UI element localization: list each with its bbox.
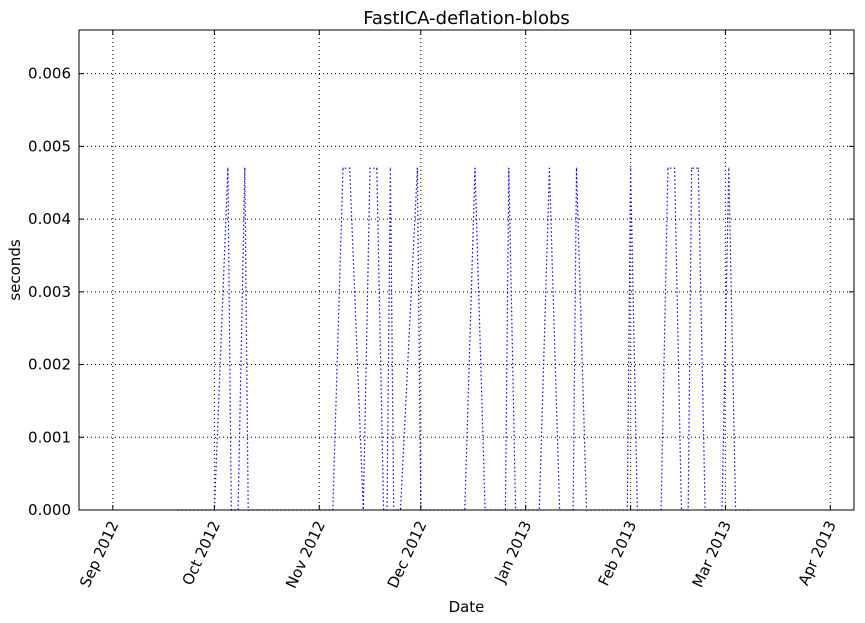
data-point bbox=[697, 167, 699, 169]
data-point bbox=[369, 167, 371, 169]
grid-lines bbox=[79, 30, 854, 510]
data-point bbox=[674, 167, 676, 169]
y-axis: 0.000 0.001 0.002 0.003 0.004 0.005 0.006 bbox=[28, 65, 854, 519]
data-point bbox=[548, 167, 551, 169]
x-axis-label: Date bbox=[449, 598, 485, 616]
chart-title: FastICA-deflation-blobs bbox=[363, 8, 570, 29]
y-tick-label: 0.006 bbox=[28, 65, 71, 83]
y-tick-label: 0.002 bbox=[28, 356, 71, 374]
y-tick-label: 0.000 bbox=[28, 501, 71, 519]
data-point bbox=[728, 167, 730, 169]
data-point bbox=[389, 167, 391, 169]
data-point bbox=[691, 167, 693, 169]
y-tick-label: 0.003 bbox=[28, 283, 71, 301]
data-point bbox=[342, 167, 344, 169]
data-point bbox=[416, 167, 418, 169]
y-axis-label: seconds bbox=[6, 239, 24, 300]
data-point bbox=[508, 167, 510, 169]
data-point bbox=[630, 167, 632, 169]
data-point bbox=[575, 167, 578, 169]
y-tick-label: 0.005 bbox=[28, 137, 71, 155]
data-point bbox=[474, 167, 476, 169]
y-tick-label: 0.004 bbox=[28, 210, 71, 228]
data-point bbox=[227, 167, 229, 169]
data-point bbox=[376, 167, 378, 169]
data-point bbox=[244, 167, 246, 169]
data-point bbox=[349, 167, 351, 169]
plot-frame bbox=[78, 29, 855, 511]
data-point bbox=[667, 167, 669, 169]
y-tick-label: 0.001 bbox=[28, 428, 71, 446]
